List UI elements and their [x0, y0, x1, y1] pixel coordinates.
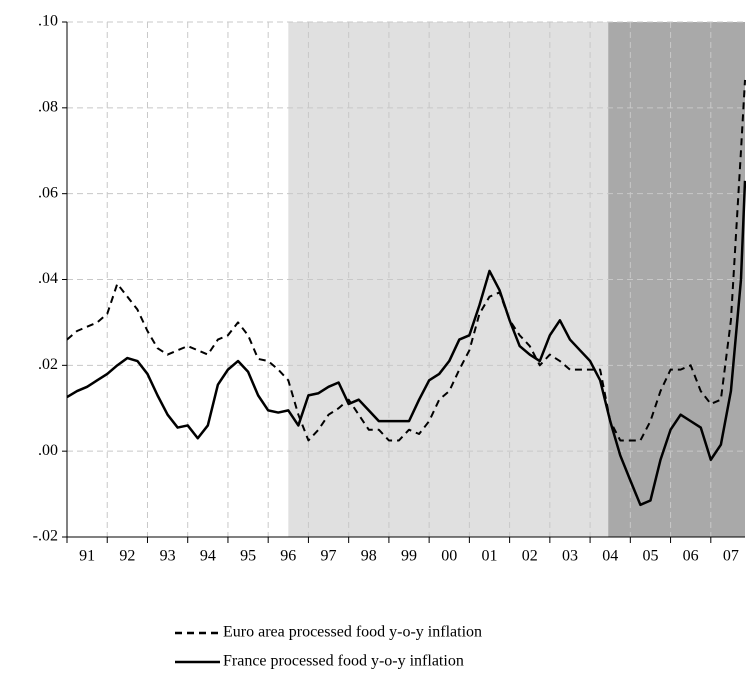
x-tick-label: 05	[642, 548, 658, 565]
x-tick-label: 93	[160, 548, 176, 565]
y-tick-label: .08	[38, 99, 58, 116]
x-tick-label: 03	[562, 548, 578, 565]
y-tick-label: -.02	[33, 528, 58, 545]
y-tick-label: .10	[38, 13, 58, 30]
y-tick-label: .04	[38, 270, 58, 287]
x-tick-label: 99	[401, 548, 417, 565]
series-line	[66, 79, 746, 442]
y-tick-label: .06	[38, 184, 58, 201]
legend-label: Euro area processed food y-o-y inflation	[223, 624, 482, 641]
x-tick-label: 92	[119, 548, 135, 565]
x-tick-label: 07	[723, 548, 739, 565]
legend-label: France processed food y-o-y inflation	[223, 653, 464, 670]
x-tick-label: 06	[683, 548, 699, 565]
x-tick-label: 95	[240, 548, 256, 565]
series-line	[66, 180, 746, 507]
x-tick-label: 04	[602, 548, 618, 565]
x-tick-label: 97	[321, 548, 337, 565]
x-tick-label: 00	[441, 548, 457, 565]
y-tick-label: .00	[38, 442, 58, 459]
x-tick-label: 02	[522, 548, 538, 565]
x-tick-label: 01	[481, 548, 497, 565]
y-tick-label: .02	[38, 356, 58, 373]
x-tick-label: 98	[361, 548, 377, 565]
x-tick-label: 94	[200, 548, 216, 565]
x-tick-label: 96	[280, 548, 296, 565]
x-tick-label: 91	[79, 548, 95, 565]
